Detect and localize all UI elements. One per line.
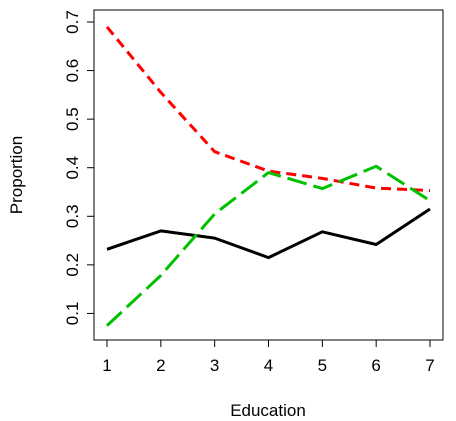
series-line-1 [106,207,431,260]
series-line-3 [105,164,431,327]
y-tick-label: 0.6 [63,59,82,83]
x-tick-label: 4 [264,356,273,375]
y-tick-label: 0.3 [63,204,82,228]
y-axis: 0.1 0.2 0.3 0.4 0.5 0.6 0.7 [63,10,95,326]
x-axis-title: Education [230,401,306,420]
y-tick-label: 0.7 [63,10,82,34]
x-axis: 1 2 3 4 5 6 7 [102,339,435,375]
x-tick-label: 2 [156,356,165,375]
x-tick-label: 5 [318,356,327,375]
y-tick-label: 0.5 [63,107,82,131]
series-line-2 [105,25,431,192]
y-tick-label: 0.1 [63,302,82,326]
y-tick-label: 0.2 [63,253,82,277]
y-axis-title: Proportion [7,136,26,214]
x-tick-label: 3 [210,356,219,375]
x-tick-label: 7 [425,356,434,375]
x-tick-label: 1 [102,356,111,375]
y-tick-label: 0.4 [63,156,82,180]
x-tick-label: 6 [371,356,380,375]
series-layer [105,25,431,327]
